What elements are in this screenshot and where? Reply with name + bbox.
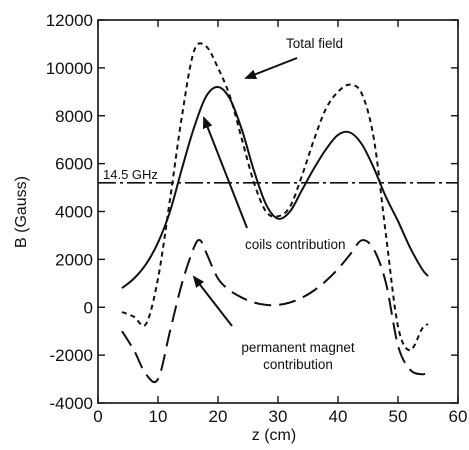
y-axis-ticks: -4000 -2000 0 2000 4000 6000 8000 10000 12000 xyxy=(46,11,458,413)
x-tick-label: 60 xyxy=(449,407,468,426)
annotation-permanent-magnet-line-1: permanent magnet xyxy=(241,340,355,355)
x-tick-label: 50 xyxy=(389,407,408,426)
y-tick-label: 12000 xyxy=(46,11,93,30)
annotation-permanent-magnet-arrow xyxy=(192,275,233,327)
series-layer xyxy=(121,42,429,384)
y-tick-label: -4000 xyxy=(50,394,93,413)
x-axis-label: z (cm) xyxy=(252,427,296,444)
annotation-permanent-magnet-line-2: contribution xyxy=(263,357,333,372)
annotation-total-field-arrow xyxy=(244,57,298,80)
y-axis-label: B (Gauss) xyxy=(13,176,30,248)
series-line-permanent-magnet-contribution xyxy=(121,238,429,384)
x-tick-label: 0 xyxy=(93,407,102,426)
x-tick-label: 40 xyxy=(329,407,348,426)
annotation-coils-arrow xyxy=(202,116,248,229)
frequency-reference-label: 14.5 GHz xyxy=(103,167,158,182)
annotation-coils-contribution: coils contribution xyxy=(245,237,346,252)
x-tick-label: 30 xyxy=(269,407,288,426)
y-tick-label: -2000 xyxy=(50,346,93,365)
x-axis-ticks: 0 10 20 30 40 50 60 xyxy=(93,20,467,426)
y-tick-label: 10000 xyxy=(46,59,93,78)
annotation-total-field: Total field xyxy=(286,36,343,51)
y-tick-label: 8000 xyxy=(55,107,93,126)
series-line-total-field xyxy=(121,42,429,352)
y-tick-label: 0 xyxy=(84,298,93,317)
x-tick-label: 10 xyxy=(149,407,168,426)
y-tick-label: 2000 xyxy=(55,250,93,269)
x-tick-label: 20 xyxy=(209,407,228,426)
y-tick-label: 4000 xyxy=(55,203,93,222)
y-tick-label: 6000 xyxy=(55,155,93,174)
series-line-coils-contribution xyxy=(121,85,429,289)
